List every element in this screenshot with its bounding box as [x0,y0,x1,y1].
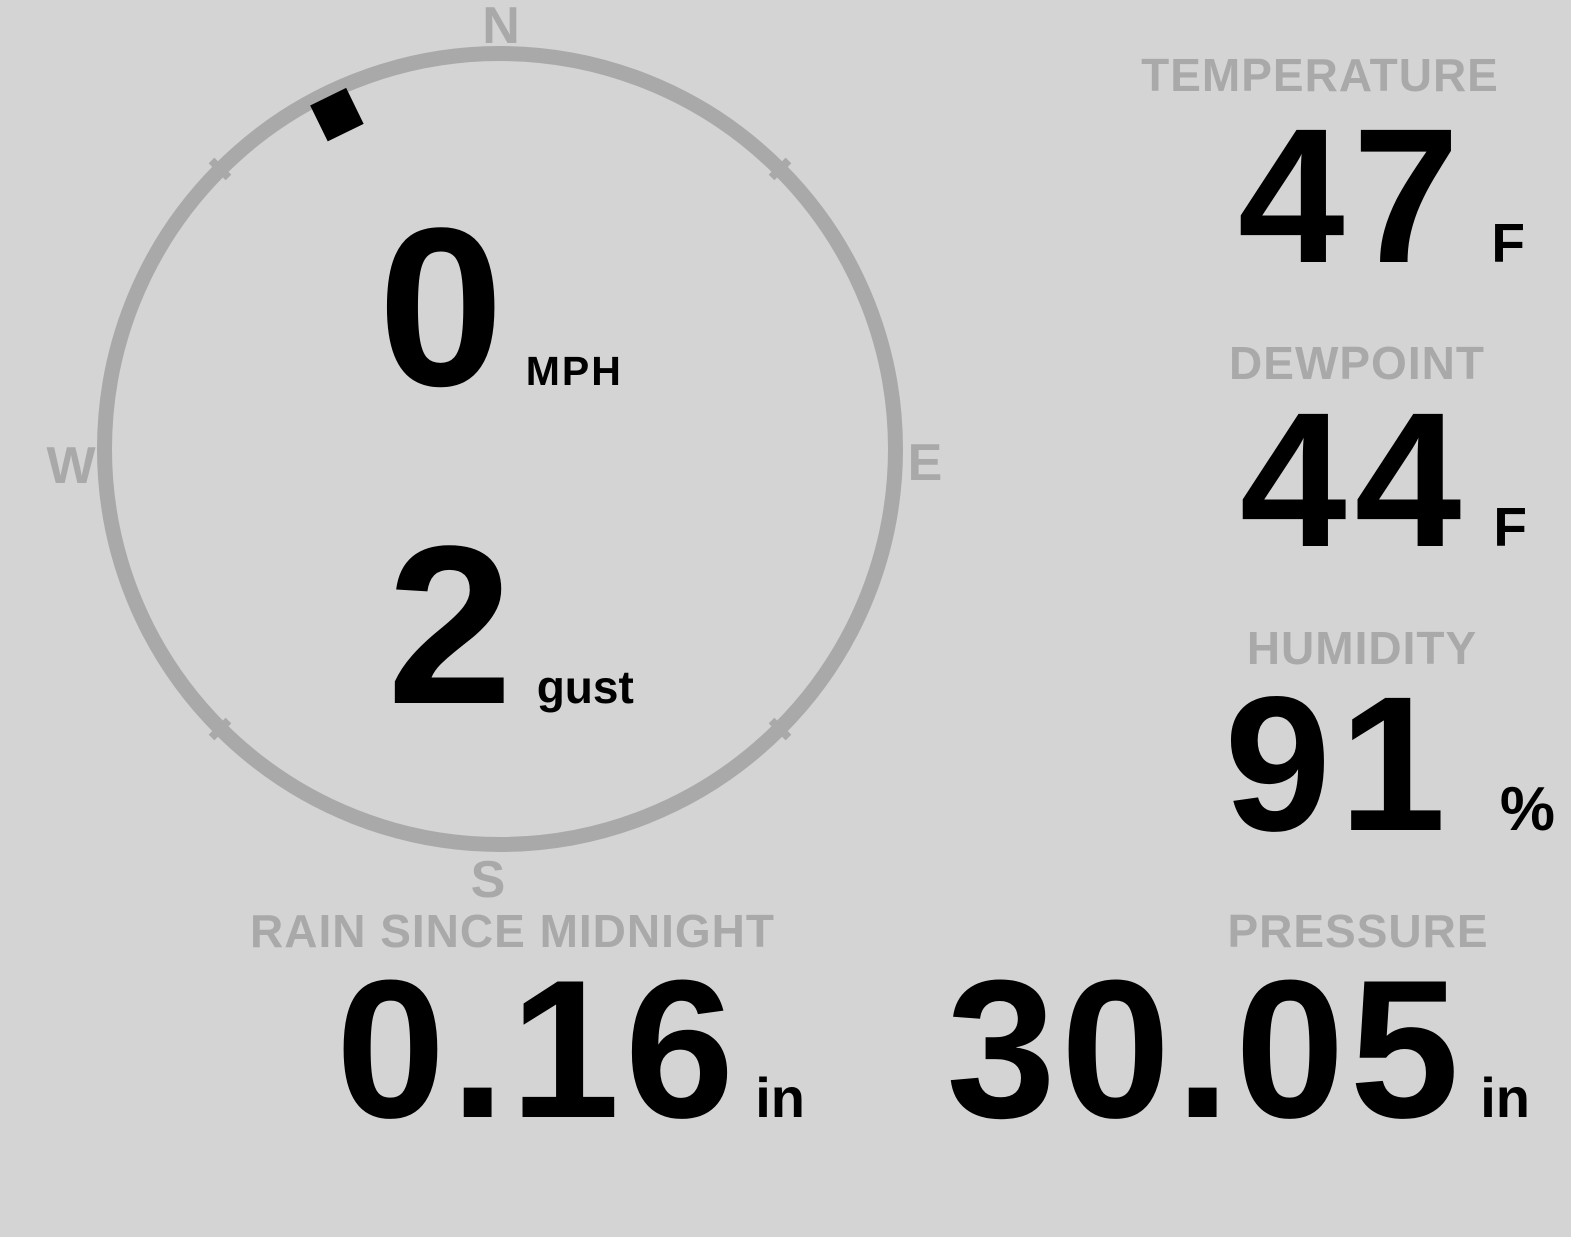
compass-label-south: S [470,851,506,909]
dewpoint-label: DEWPOINT [1229,337,1485,389]
rain-unit: in [755,1066,805,1129]
rain-reading: 0.16 in [336,951,805,1148]
humidity-unit: % [1499,775,1555,844]
pressure-reading: 30.05 in [946,951,1530,1148]
wind-gust-row: 2 gust [387,512,634,738]
humidity-label: HUMIDITY [1246,622,1478,674]
dewpoint-unit: F [1493,496,1527,558]
wind-gust-value: 2 [387,498,513,751]
wind-speed-value: 0 [378,180,504,433]
pressure-unit: in [1480,1066,1530,1129]
dewpoint-reading: 44 F [1240,384,1527,576]
wind-speed-row: 0 MPH [378,194,623,420]
compass-label-west: W [46,437,96,495]
humidity-value: 91 [1224,656,1454,871]
pressure-value: 30.05 [946,939,1465,1159]
temperature-unit: F [1491,212,1525,274]
wind-speed-unit: MPH [525,348,623,394]
pressure-label: PRESSURE [1227,905,1489,957]
temperature-label: TEMPERATURE [1141,49,1499,101]
compass-label-east: E [907,434,943,492]
dewpoint-value: 44 [1239,372,1470,587]
humidity-reading: 91 % [1224,668,1555,860]
compass-label-north: N [482,0,520,55]
wind-gust-unit: gust [536,661,634,713]
temperature-reading: 47 F [1238,100,1525,292]
temperature-value: 47 [1237,88,1468,303]
rain-value: 0.16 [335,939,740,1159]
rain-label: RAIN SINCE MIDNIGHT [250,905,775,957]
